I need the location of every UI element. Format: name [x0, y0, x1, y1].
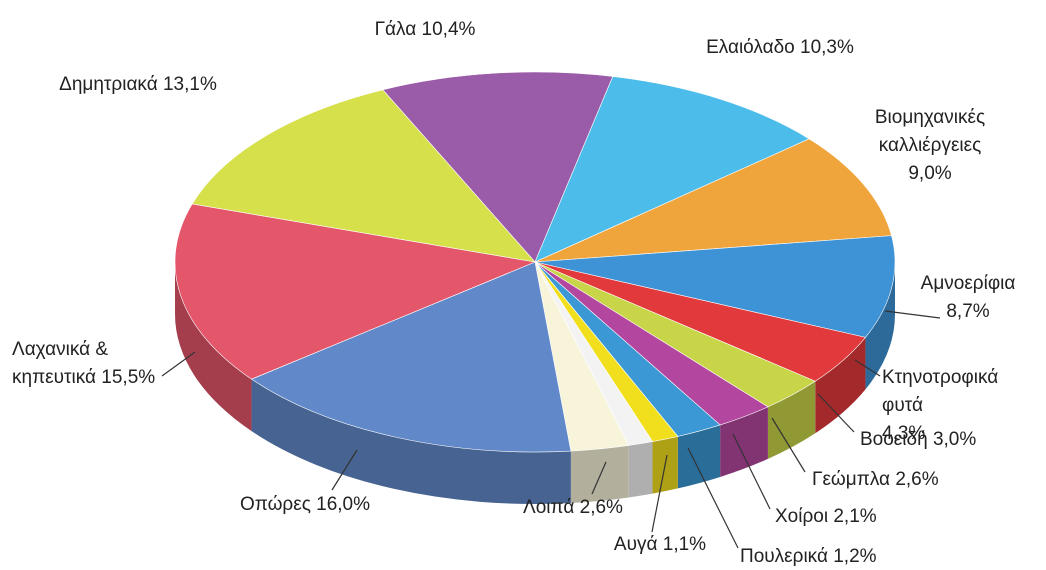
slice-side: [865, 262, 896, 390]
value-label: 10,3%: [800, 37, 854, 58]
slice-label: Γεώμπλα 2,6%: [812, 469, 939, 490]
slice-label: Οπώρες 16,0%: [240, 494, 370, 515]
category-label: Πουλερικά: [740, 546, 828, 567]
slice-label: Χοίροι 2,1%: [775, 506, 877, 527]
leader-line: [732, 433, 771, 510]
pie-tops: [174, 71, 896, 453]
category-line: Κτηνοτροφικά: [882, 367, 998, 388]
slice-label: Κτηνοτροφικά φυτά 4,3%: [882, 367, 998, 444]
slice-label: Πουλερικά 1,2%: [740, 546, 877, 567]
value-label: 2,6%: [895, 469, 938, 490]
value-label: 2,6%: [580, 497, 623, 518]
leader-line: [161, 351, 196, 377]
category-label: Λοιπά: [523, 497, 574, 518]
leader-line: [331, 449, 358, 491]
category-line: Λαχανικά &: [12, 339, 108, 360]
category-line: καλλιέργειες: [879, 135, 982, 156]
category-label: Γάλα: [375, 19, 417, 40]
category-label: Λαχανικά & κηπευτικά: [12, 339, 108, 388]
category-label: Βιομηχανικές καλλιέργειες: [875, 107, 985, 156]
leader-line: [817, 393, 855, 433]
leader-line: [884, 310, 941, 319]
slice: [382, 71, 614, 263]
slice-side: [815, 337, 866, 434]
category-label: Ελαιόλαδο: [706, 37, 795, 58]
value-label: 3,0%: [933, 429, 976, 450]
slice-side: [175, 262, 252, 432]
leader-line: [591, 461, 607, 495]
category-line: φυτά: [882, 395, 923, 416]
category-label: Αμνοερίφια: [921, 273, 1016, 294]
leader-line: [651, 454, 668, 533]
slice-side: [677, 424, 721, 489]
slice-label: Αμνοερίφια 8,7%: [921, 273, 1016, 322]
category-label: Βοοειδή: [860, 429, 928, 450]
value-label: 4,3%: [882, 423, 925, 444]
slice-label: Λοιπά 2,6%: [523, 497, 623, 518]
slice: [191, 89, 536, 263]
leader-line: [687, 447, 739, 549]
category-label: Κτηνοτροφικά φυτά: [882, 367, 998, 416]
value-label: 2,1%: [833, 506, 876, 527]
value-label: 8,7%: [946, 301, 989, 322]
category-label: Χοίροι: [775, 506, 828, 527]
category-line: Βιομηχανικές: [875, 107, 985, 128]
slice-side: [720, 406, 768, 477]
slice-label: Βοοειδή 3,0%: [860, 429, 976, 450]
category-label: Αυγά: [614, 534, 658, 555]
slice-side: [767, 381, 816, 459]
value-label: 13,1%: [163, 74, 217, 95]
slice-label: Αυγά 1,1%: [614, 534, 706, 555]
category-line: Αμνοερίφια: [921, 273, 1016, 294]
leader-line: [771, 417, 806, 473]
value-label: 1,2%: [833, 546, 876, 567]
value-label: 10,4%: [422, 19, 476, 40]
category-label: Δημητριακά: [59, 74, 158, 95]
leader-line: [854, 359, 881, 377]
slice-label: Ελαιόλαδο 10,3%: [706, 37, 854, 58]
slice: [534, 76, 810, 263]
slice: [250, 261, 572, 453]
pie-sides: [175, 262, 896, 504]
category-line: κηπευτικά: [12, 367, 96, 388]
slice-label: Δημητριακά 13,1%: [59, 74, 217, 95]
slice-side: [628, 441, 653, 498]
slice-label: Λαχανικά & κηπευτικά 15,5%: [12, 339, 155, 388]
slice-side: [251, 379, 571, 504]
value-label: 1,1%: [663, 534, 706, 555]
category-label: Γεώμπλα: [812, 469, 890, 490]
slice-label: Γάλα 10,4%: [375, 19, 476, 40]
value-label: 16,0%: [316, 494, 370, 515]
value-label: 9,0%: [908, 163, 951, 184]
slice: [534, 138, 892, 263]
value-label: 15,5%: [101, 367, 155, 388]
slice: [534, 235, 896, 338]
slice-side: [570, 445, 629, 504]
slice: [174, 203, 537, 380]
slice-label: Βιομηχανικές καλλιέργειες 9,0%: [875, 107, 985, 184]
category-label: Οπώρες: [240, 494, 311, 515]
